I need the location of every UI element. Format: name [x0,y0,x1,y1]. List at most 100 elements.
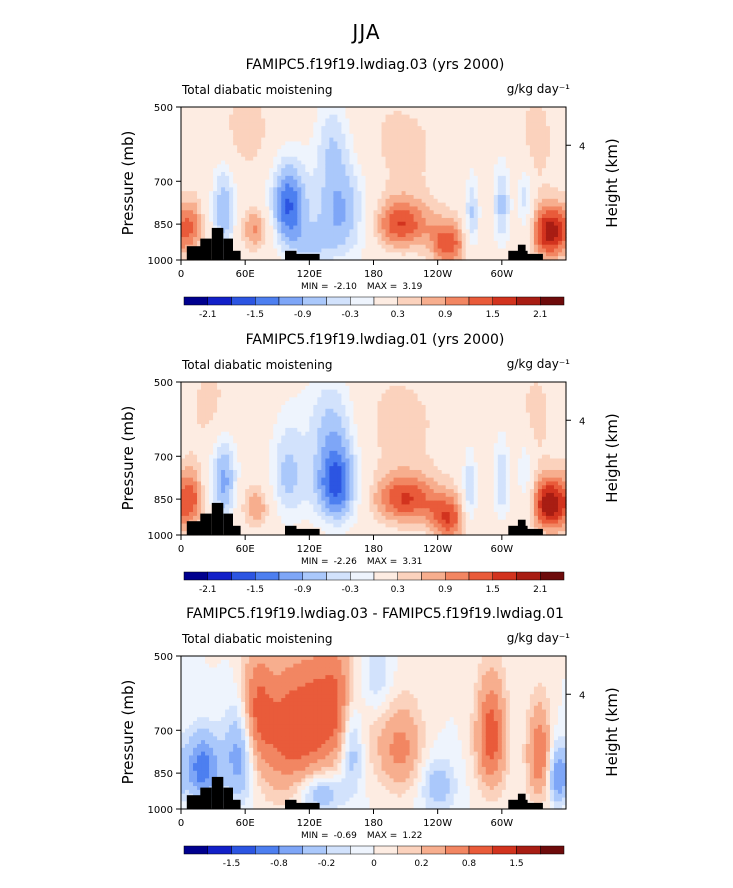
heatmap-cell [181,248,186,253]
heatmap-cell [357,122,363,127]
heatmap-cell [313,152,318,158]
heatmap-cell [349,156,355,162]
heatmap-cell [473,164,479,169]
heatmap-cell [341,160,347,165]
heatmap-cell [257,427,262,433]
heatmap-cell [409,114,415,120]
heatmap-cell [229,118,234,123]
heatmap-cell [553,110,559,116]
heatmap-cell [433,156,439,162]
heatmap-cell [209,450,214,456]
heatmap-cell [225,114,230,120]
heatmap-cell [209,168,214,173]
heatmap-cell [509,202,515,208]
heatmap-cell [197,198,202,204]
heatmap-cell [257,504,262,509]
heatmap-cell [561,202,567,208]
heatmap-cell [501,256,507,261]
colorbar-tick-label: 0.9 [438,310,453,320]
heatmap-cell [213,469,218,475]
heatmap-cell [473,221,479,227]
heatmap-cell [541,145,547,150]
heatmap-cell [205,175,210,181]
heatmap-cell [281,527,286,532]
heatmap-cell [325,214,330,219]
heatmap-cell [489,233,495,238]
heatmap-cell [225,466,230,471]
heatmap-cell [277,225,282,230]
heatmap-cell [381,172,387,177]
heatmap-cell [301,156,306,162]
heatmap-cell [505,194,511,200]
heatmap-cell [457,164,463,169]
heatmap-cell [225,473,230,479]
heatmap-cell [309,129,314,135]
heatmap-cell [389,118,395,123]
heatmap-cell [225,500,230,505]
heatmap-cell [489,141,495,146]
heatmap-cell [269,229,274,234]
heatmap-cell [297,198,302,204]
heatmap-cell [245,416,250,421]
heatmap-cell [557,237,563,242]
figure-title: JJA [352,20,381,44]
heatmap-cell [365,248,371,253]
heatmap-cell [193,454,198,460]
heatmap-cell [505,229,511,234]
heatmap-cell [249,515,254,521]
heatmap-cell [269,110,274,116]
heatmap-cell [317,118,322,123]
heatmap-cell [249,469,254,475]
heatmap-cell [301,137,306,143]
heatmap-cell [213,133,218,139]
heatmap-cell [217,462,222,467]
heatmap-cell [405,156,411,162]
heatmap-cell [401,214,407,219]
heatmap-cell [189,504,194,509]
heatmap-cell [385,118,391,123]
heatmap-cell [421,225,427,230]
heatmap-cell [265,217,270,223]
heatmap-cell [193,481,198,486]
heatmap-cell [221,404,226,410]
heatmap-cell [393,233,399,238]
heatmap-cell [481,137,487,143]
heatmap-cell [253,240,258,246]
heatmap-cell [397,129,403,135]
heatmap-cell [249,393,254,398]
heatmap-cell [469,244,475,250]
heatmap-cell [469,168,475,173]
heatmap-cell [489,202,495,208]
heatmap-cell [453,175,459,181]
heatmap-cell [493,110,499,116]
heatmap-cell [485,198,491,204]
heatmap-cell [221,458,226,463]
heatmap-cell [317,133,322,139]
heatmap-cell [181,531,186,536]
heatmap-cell [537,210,543,215]
heatmap-cell [529,156,535,162]
heatmap-cell [409,107,415,112]
heatmap-cell [389,179,395,185]
heatmap-cell [233,450,238,456]
heatmap-cell [361,252,367,257]
heatmap-cell [481,164,487,169]
heatmap-cell [189,160,194,165]
heatmap-cell [181,198,186,204]
heatmap-cell [265,187,270,192]
heatmap-cell [365,202,371,208]
heatmap-cell [297,248,302,253]
heatmap-cell [293,149,298,154]
heatmap-cell [241,233,246,238]
heatmap-cell [549,229,555,234]
heatmap-cell [373,217,379,223]
heatmap-cell [477,252,483,257]
heatmap-cell [397,137,403,143]
heatmap-cell [525,187,531,192]
heatmap-cell [505,233,511,238]
heatmap-cell [289,382,294,387]
heatmap-cell [261,252,266,257]
heatmap-cell [457,160,463,165]
heatmap-cell [261,149,266,154]
heatmap-cell [433,183,439,188]
